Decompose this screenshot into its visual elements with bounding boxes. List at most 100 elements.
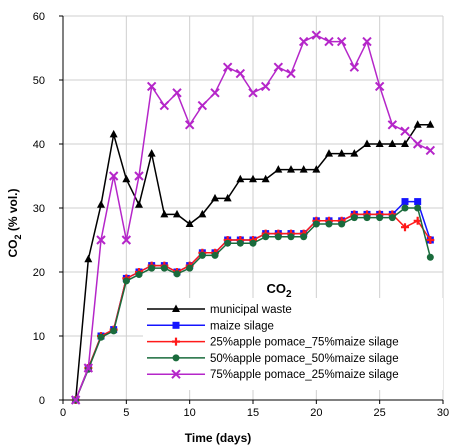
data-point-circle bbox=[97, 333, 105, 341]
data-point-circle bbox=[312, 220, 320, 228]
data-point-x bbox=[210, 88, 220, 98]
y-tick-label: 60 bbox=[33, 11, 45, 23]
data-point-circle bbox=[262, 233, 270, 241]
data-point-plus bbox=[426, 236, 435, 244]
data-point-x bbox=[134, 171, 144, 181]
data-point-x bbox=[374, 81, 385, 92]
data-point-x bbox=[349, 62, 360, 72]
data-point-square bbox=[401, 198, 409, 206]
data-point-triangle bbox=[312, 165, 321, 173]
data-point-triangle bbox=[363, 139, 371, 147]
y-tick-label: 0 bbox=[39, 395, 45, 407]
data-point-triangle bbox=[84, 254, 93, 263]
data-point-circle bbox=[401, 204, 409, 212]
legend-item-0: municipal waste bbox=[147, 304, 292, 316]
data-point-circle bbox=[300, 233, 308, 241]
data-point-triangle bbox=[135, 200, 143, 208]
data-point-x bbox=[311, 30, 322, 40]
x-tick-label: 10 bbox=[184, 407, 196, 419]
x-tick-label: 30 bbox=[437, 407, 449, 419]
axes: 0 5 10 15 20 25 30 0 10 20 30 40 50 60 bbox=[33, 11, 449, 419]
data-point-triangle bbox=[287, 165, 295, 173]
data-point-circle bbox=[110, 327, 118, 335]
data-point-triangle bbox=[375, 139, 384, 147]
data-point-circle bbox=[388, 214, 396, 222]
data-point-x bbox=[70, 395, 81, 405]
data-point-triangle bbox=[173, 209, 181, 218]
data-point-triangle bbox=[97, 200, 105, 208]
data-point-x bbox=[362, 36, 372, 47]
data-point-x bbox=[222, 62, 233, 72]
y-axis-title-unit: (% vol.) bbox=[6, 188, 20, 234]
data-point-x bbox=[121, 235, 132, 245]
data-point-x bbox=[159, 100, 170, 111]
data-point-x bbox=[400, 126, 410, 136]
series-layer bbox=[70, 30, 436, 405]
x-tick-label: 0 bbox=[60, 407, 66, 419]
legend: CO2 municipal waste maize silage 25%apple … bbox=[143, 281, 443, 390]
y-tick-label: 50 bbox=[33, 75, 45, 87]
data-point-triangle bbox=[299, 165, 308, 173]
grid bbox=[62, 15, 444, 401]
data-point-circle bbox=[426, 253, 434, 261]
legend-label: 50%apple pomace_50%maize silage bbox=[210, 353, 399, 365]
data-point-x bbox=[412, 139, 423, 149]
data-point-square bbox=[172, 321, 180, 329]
data-point-triangle bbox=[388, 139, 397, 147]
data-point-plus bbox=[172, 337, 180, 346]
data-point-triangle bbox=[337, 149, 346, 157]
legend-item-1: maize silage bbox=[147, 320, 274, 332]
data-point-circle bbox=[350, 214, 358, 222]
data-point-circle bbox=[172, 354, 180, 362]
data-point-triangle bbox=[274, 165, 283, 173]
data-point-x bbox=[108, 171, 119, 181]
data-point-triangle bbox=[122, 174, 131, 183]
data-point-circle bbox=[224, 239, 232, 247]
data-point-triangle bbox=[261, 174, 270, 183]
data-point-x bbox=[425, 145, 436, 156]
x-tick-label: 5 bbox=[123, 407, 129, 419]
data-point-triangle bbox=[172, 304, 180, 312]
data-point-circle bbox=[236, 239, 244, 247]
data-point-triangle bbox=[185, 219, 194, 227]
data-point-triangle bbox=[223, 193, 232, 202]
y-axis-title: CO2 (% vol.) bbox=[6, 188, 23, 257]
data-point-x bbox=[336, 36, 347, 47]
data-point-circle bbox=[211, 251, 219, 259]
data-point-triangle bbox=[160, 209, 169, 218]
data-point-circle bbox=[287, 233, 295, 241]
x-tick-label: 20 bbox=[310, 407, 322, 419]
y-tick-label: 10 bbox=[33, 331, 45, 343]
data-point-circle bbox=[135, 271, 143, 279]
y-tick-label: 40 bbox=[33, 139, 45, 151]
data-point-x bbox=[172, 88, 182, 98]
legend-title: CO2 bbox=[266, 281, 292, 300]
data-point-x bbox=[184, 120, 195, 130]
data-point-circle bbox=[198, 251, 206, 259]
data-point-x bbox=[248, 88, 258, 98]
data-point-triangle bbox=[426, 120, 435, 128]
data-point-triangle bbox=[413, 120, 422, 128]
data-point-x bbox=[387, 120, 398, 130]
data-point-x bbox=[298, 36, 309, 47]
x-tick-label: 25 bbox=[374, 407, 386, 419]
legend-title-main: CO bbox=[266, 281, 286, 296]
data-point-circle bbox=[122, 277, 130, 285]
data-point-triangle bbox=[350, 149, 359, 157]
data-point-triangle bbox=[147, 149, 156, 157]
data-point-circle bbox=[274, 233, 282, 241]
data-point-triangle bbox=[109, 129, 118, 138]
legend-label: 75%apple pomace_25%maize silage bbox=[210, 369, 399, 381]
data-point-circle bbox=[414, 204, 422, 212]
legend-item-2: 25%apple pomace_75%maize silage bbox=[147, 337, 399, 349]
data-point-x bbox=[286, 68, 296, 79]
x-tick-label: 15 bbox=[247, 407, 259, 419]
y-tick-label: 30 bbox=[33, 203, 45, 215]
x-axis-title: Time (days) bbox=[185, 431, 251, 445]
data-point-circle bbox=[249, 239, 257, 247]
y-tick-label: 20 bbox=[33, 267, 45, 279]
data-point-circle bbox=[160, 264, 168, 272]
data-point-plus bbox=[401, 223, 409, 232]
series-3 bbox=[72, 204, 434, 404]
